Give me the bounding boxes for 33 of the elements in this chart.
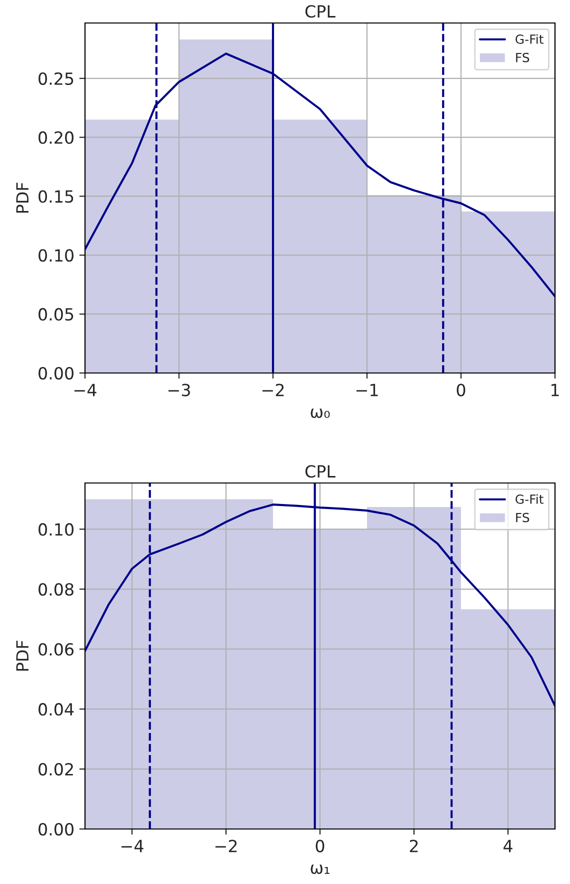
x-tick-label: 2 <box>410 840 418 852</box>
y-tick-label: 0.25 <box>38 72 74 85</box>
legend-label: FS <box>516 512 530 522</box>
y-axis-title: PDF <box>16 182 28 213</box>
x-tick-label: 0 <box>316 840 324 852</box>
y-tick-label: 0.06 <box>38 643 74 656</box>
x-tick-label: 4 <box>504 840 512 852</box>
x-tick-label: 0 <box>456 384 466 396</box>
x-tick-label: −4 <box>74 384 96 396</box>
x-tick-label: −3 <box>168 384 190 396</box>
y-tick-label: 0.15 <box>38 190 74 203</box>
y-tick-label: 0.00 <box>38 366 74 380</box>
legend-label: G-Fit <box>516 494 544 504</box>
x-axis-title: ω₁ <box>310 864 330 874</box>
y-axis-title: PDF <box>16 640 28 671</box>
x-tick-label: −2 <box>215 840 237 852</box>
y-tick-label: 0.08 <box>38 583 74 596</box>
y-tick-label: 0.02 <box>38 762 73 776</box>
y-tick-label: 0.00 <box>38 822 74 836</box>
y-tick-label: 0.10 <box>38 523 74 536</box>
legend-label: G-Fit <box>516 34 544 44</box>
legend-label: FS <box>516 52 530 62</box>
chart-title: CPL <box>305 5 336 18</box>
y-tick-label: 0.20 <box>38 131 74 144</box>
y-tick-label: 0.04 <box>38 703 74 716</box>
x-tick-label: −1 <box>356 384 378 396</box>
x-axis-title: ω₀ <box>310 408 330 418</box>
chart-title: CPL <box>305 465 336 478</box>
x-tick-label: 1 <box>552 384 559 396</box>
x-tick-label: −2 <box>262 384 284 396</box>
x-tick-label: −4 <box>121 840 144 852</box>
y-tick-label: 0.10 <box>38 249 74 262</box>
y-tick-label: 0.05 <box>38 308 74 321</box>
